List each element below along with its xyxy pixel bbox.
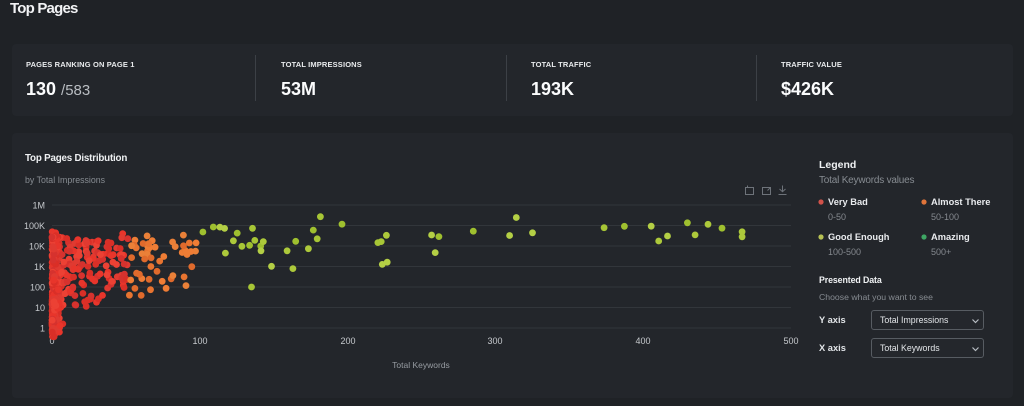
svg-text:1M: 1M [32,201,45,211]
svg-text:1K: 1K [34,262,45,272]
svg-text:Total Keywords: Total Keywords [392,360,450,370]
svg-text:100: 100 [30,283,45,293]
svg-text:500: 500 [783,336,798,346]
svg-text:10K: 10K [29,242,45,252]
svg-text:300: 300 [487,336,502,346]
svg-text:200: 200 [340,336,355,346]
svg-text:1: 1 [40,324,45,334]
svg-text:0: 0 [49,336,54,346]
svg-text:100: 100 [192,336,207,346]
svg-text:400: 400 [635,336,650,346]
svg-text:10: 10 [35,303,45,313]
svg-text:100K: 100K [24,221,45,231]
